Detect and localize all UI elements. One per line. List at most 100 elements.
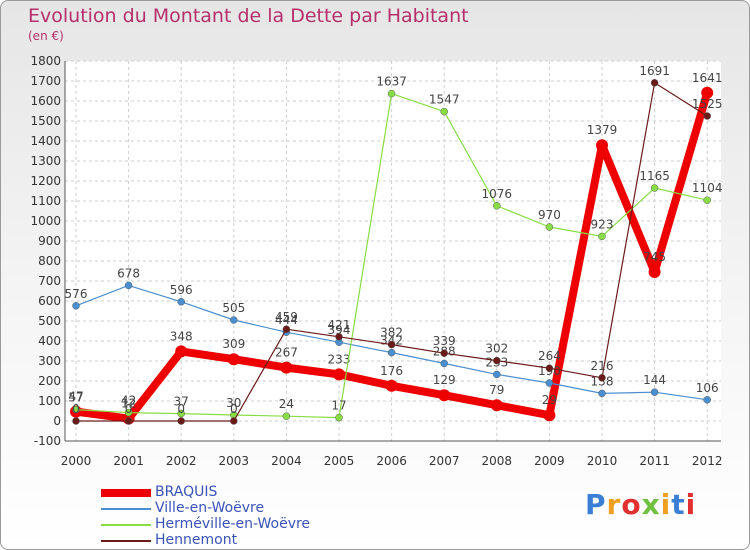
data-label: 1076 (482, 187, 513, 201)
data-point (545, 379, 554, 387)
data-point (493, 356, 501, 365)
data-point (177, 298, 185, 306)
y-tick-label: 400 (38, 334, 61, 348)
x-tick-label: 2001 (113, 454, 144, 468)
data-point (385, 379, 398, 392)
data-point (282, 325, 291, 333)
x-tick-label: 2010 (587, 454, 618, 468)
data-label: 678 (117, 266, 140, 280)
data-label: 444 (275, 313, 298, 327)
data-point (335, 333, 343, 341)
data-label: 970 (538, 208, 561, 222)
y-tick-label: 0 (53, 414, 61, 428)
data-label: 1691 (639, 64, 670, 78)
data-point (493, 202, 501, 210)
data-label: 1379 (587, 123, 618, 137)
y-tick-label: 1600 (30, 94, 61, 108)
x-tick-label: 2003 (219, 454, 250, 468)
data-point (387, 348, 396, 357)
data-label: 17 (331, 399, 346, 413)
y-tick-label: 1100 (30, 194, 61, 208)
data-label: 129 (433, 373, 456, 387)
y-tick-label: 600 (38, 294, 61, 308)
y-tick-label: 1000 (30, 214, 61, 228)
y-tick-label: 900 (38, 234, 61, 248)
y-tick-label: -100 (34, 434, 61, 448)
data-point (230, 316, 238, 324)
data-point (72, 405, 80, 414)
data-point (387, 89, 396, 98)
data-label: 267 (275, 346, 298, 360)
x-tick-label: 2005 (324, 454, 355, 468)
y-tick-label: 300 (38, 354, 61, 368)
data-label: 37 (174, 395, 189, 409)
data-label: 505 (222, 301, 245, 315)
data-label: 0 (72, 402, 80, 416)
data-point (650, 184, 659, 192)
y-tick-label: 100 (38, 394, 61, 408)
data-label: 0 (230, 402, 238, 416)
data-label: 176 (380, 364, 403, 378)
y-tick-label: 500 (38, 314, 61, 328)
y-tick-label: 1700 (30, 74, 61, 88)
legend-swatch-hennemont (101, 540, 151, 542)
data-label: 576 (65, 287, 88, 301)
y-tick-label: 1200 (30, 174, 61, 188)
data-point (703, 112, 711, 120)
proxiti-logo: Proxiti (585, 488, 697, 521)
legend-label-braquis: BRAQUIS (155, 484, 218, 500)
data-point (177, 417, 185, 425)
y-tick-label: 1500 (30, 114, 61, 128)
data-label: 745 (643, 250, 666, 264)
data-point (440, 107, 448, 116)
data-point (72, 302, 80, 310)
data-point (490, 399, 503, 412)
data-label: 12 (121, 397, 136, 411)
data-point (545, 223, 554, 231)
legend-swatch-braquis (101, 489, 151, 497)
data-label: 24 (279, 397, 294, 411)
data-label: 30 (226, 396, 241, 410)
data-point (230, 417, 238, 425)
data-label: 47 (68, 390, 83, 404)
data-point (124, 417, 133, 425)
plot-area (65, 61, 721, 441)
data-point (701, 86, 714, 99)
x-tick-label: 2007 (429, 454, 460, 468)
x-tick-label: 2004 (271, 454, 302, 468)
data-label: 79 (489, 383, 504, 397)
data-point (177, 409, 185, 418)
data-point (650, 388, 659, 396)
y-tick-label: 1300 (30, 154, 61, 168)
chart-title: Evolution du Montant de la Dette par Hab… (28, 5, 469, 27)
x-tick-label: 2000 (61, 454, 92, 468)
legend-label-hennemont: Hennemont (155, 532, 238, 548)
data-point (543, 409, 556, 422)
data-label: 264 (538, 349, 561, 363)
x-tick-label: 2009 (534, 454, 565, 468)
x-tick-label: 2011 (639, 454, 670, 468)
x-tick-label: 2006 (376, 454, 407, 468)
data-label: 0 (125, 402, 133, 416)
data-label: 309 (222, 337, 245, 351)
data-label: 339 (433, 334, 456, 348)
data-label: 0 (177, 402, 185, 416)
data-label: 106 (696, 381, 719, 395)
y-tick-label: 1400 (30, 134, 61, 148)
data-point (387, 340, 396, 349)
data-label: 1525 (692, 97, 723, 111)
chart-unit: (en €) (28, 29, 64, 43)
data-label: 382 (380, 326, 403, 340)
legend-swatch-hermeville-en-woevre (101, 524, 151, 526)
data-point (703, 396, 711, 404)
data-label: 1165 (639, 169, 670, 183)
data-label: 57 (68, 391, 83, 405)
data-point (650, 79, 659, 87)
data-label: 29 (542, 393, 557, 407)
data-label: 233 (328, 352, 351, 366)
data-label: 923 (591, 217, 614, 231)
y-tick-label: 1800 (30, 54, 61, 68)
y-tick-label: 700 (38, 274, 61, 288)
data-label: 421 (328, 318, 351, 332)
